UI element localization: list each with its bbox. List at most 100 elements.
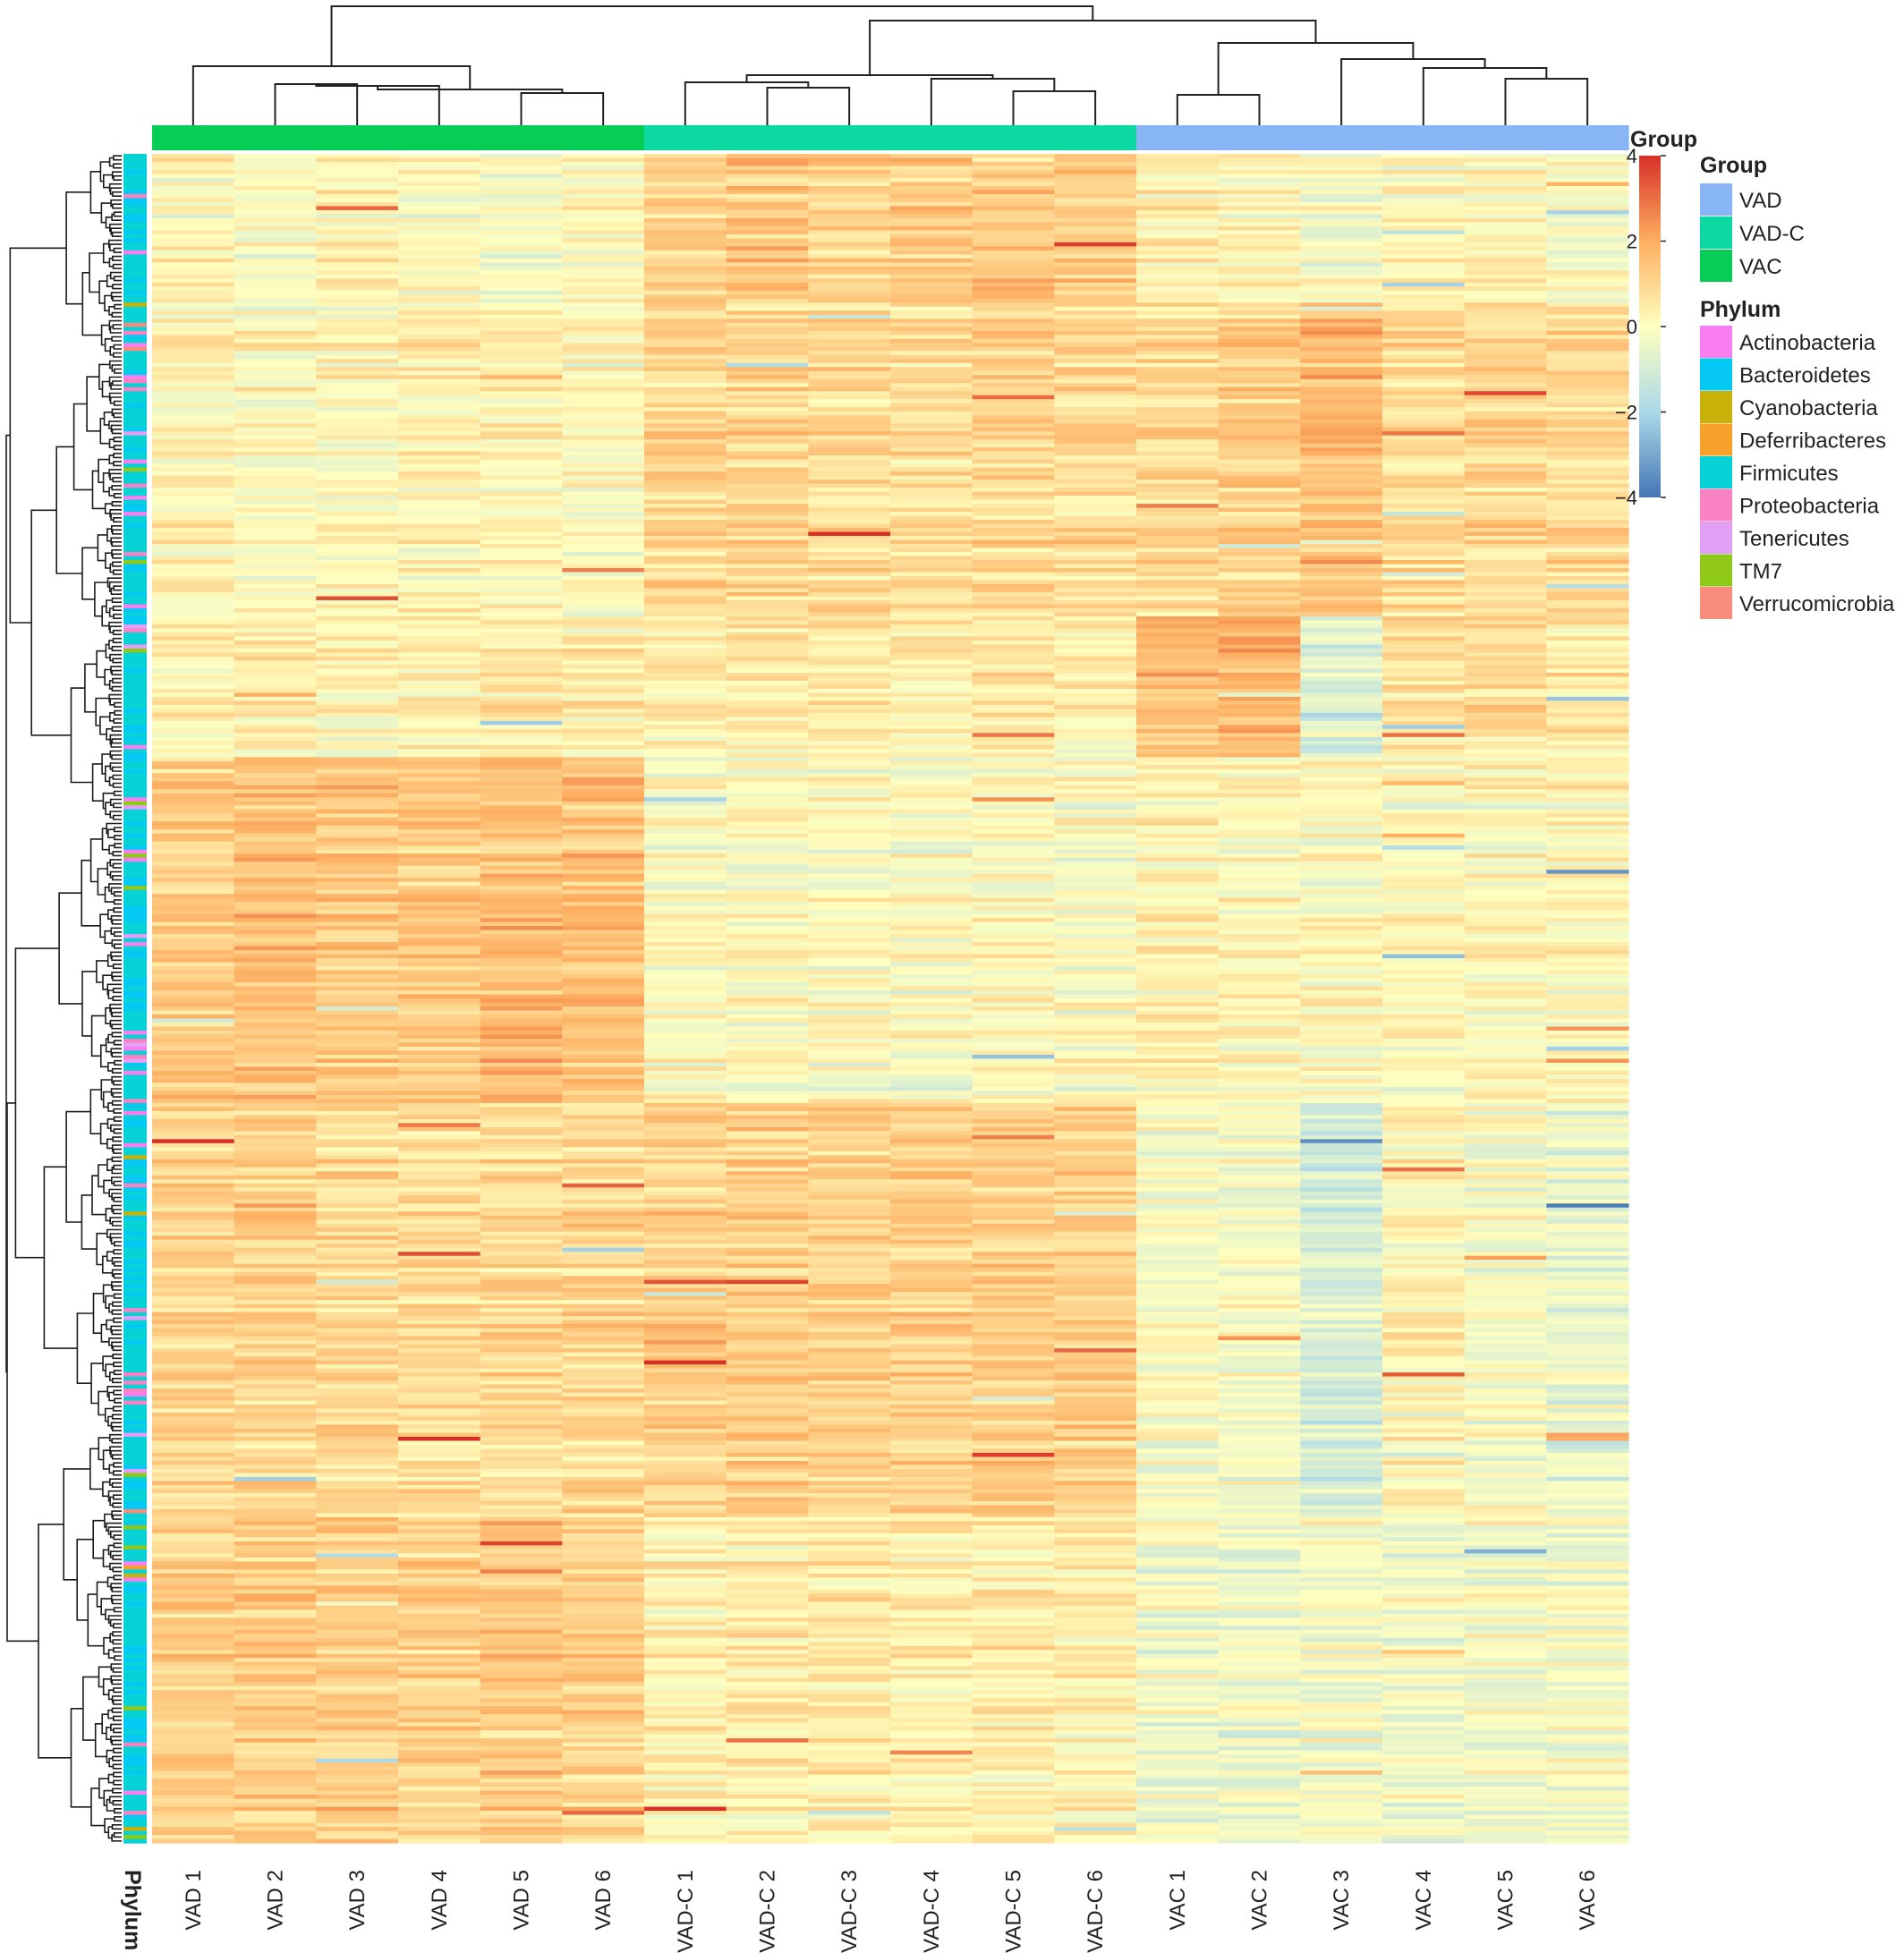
heatmap-cell [316,833,399,838]
heatmap-cell [1218,1002,1301,1007]
heatmap-cell [644,480,727,485]
heatmap-cell [1218,684,1301,690]
heatmap-cell [152,845,235,851]
heatmap-cell [562,845,645,851]
heatmap-cell [152,411,235,416]
heatmap-cell [1382,897,1466,903]
heatmap-cell [726,1022,809,1028]
heatmap-cell [1054,894,1137,899]
heatmap-cell [972,419,1055,424]
row-dendrogram-branch [112,988,122,994]
heatmap-cell [398,327,481,332]
heatmap-cell [972,849,1055,854]
heatmap-cell [808,572,891,577]
heatmap-cell [1382,913,1466,919]
heatmap-cell [1546,1010,1629,1015]
heatmap-cell [890,709,973,714]
heatmap-cell [1464,881,1547,887]
heatmap-cell [1382,254,1466,259]
phylum-annotation-cell [123,282,147,287]
heatmap-cell [726,596,809,601]
heatmap-cell [890,640,973,646]
heatmap-cell [1218,431,1301,437]
heatmap-cell [1300,1026,1383,1032]
phylum-annotation-cell [123,1058,147,1064]
heatmap-cell [316,234,399,239]
heatmap-cell [1464,206,1547,211]
heatmap-cell [234,841,317,846]
heatmap-cell [234,548,317,553]
heatmap-cell [398,568,481,573]
heatmap-cell [890,994,973,999]
heatmap-cell [1382,704,1466,709]
phylum-annotation-cell [123,1569,147,1575]
heatmap-cell [562,918,645,923]
heatmap-cell [972,773,1055,778]
heatmap-cell [234,696,317,701]
heatmap-cell [316,990,399,996]
heatmap-cell [562,934,645,939]
heatmap-cell [316,572,399,577]
heatmap-cell [1136,161,1220,167]
heatmap-cell [1546,954,1629,959]
heatmap-cell [398,934,481,939]
heatmap-cell [890,833,973,838]
heatmap-cell [480,411,563,416]
phylum-annotation-cell [123,1413,147,1418]
heatmap-cell [726,1046,809,1052]
heatmap-cell [972,978,1055,983]
heatmap-cell [808,225,891,232]
phylum-annotation-cell [123,556,147,561]
heatmap-cell [1136,552,1220,557]
phylum-annotation-cell [123,921,147,927]
heatmap-cell [1218,278,1301,284]
heatmap-cell [234,427,317,432]
heatmap-cell [808,938,891,943]
heatmap-cell [1382,910,1466,915]
heatmap-cell [890,286,973,292]
heatmap-cell [1218,294,1301,300]
heatmap-cell [480,1046,563,1052]
phylum-annotation-cell [123,548,147,553]
heatmap-cell [316,294,399,300]
heatmap-cell [1218,161,1301,167]
heatmap-cell [808,668,891,674]
heatmap-cell [808,209,891,216]
heatmap-cell [644,717,727,722]
heatmap-cell [1136,302,1220,308]
heatmap-cell [808,696,891,701]
heatmap-cell [1382,636,1466,641]
heatmap-cell [644,825,727,830]
heatmap-cell [1300,343,1383,348]
heatmap-cell [1300,781,1383,786]
phylum-annotation-cell [123,1746,147,1752]
heatmap-cell [1054,496,1137,501]
heatmap-cell [1546,330,1629,335]
heatmap-cell [316,616,399,622]
heatmap-cell [1382,902,1466,907]
heatmap-cell [1546,548,1629,553]
heatmap-cell [644,282,727,287]
heatmap-cell [1464,354,1547,360]
heatmap-cell [726,1006,809,1012]
heatmap-cell [398,604,481,609]
heatmap-cell [972,684,1055,690]
heatmap-cell [808,415,891,420]
heatmap-cell [1546,335,1629,340]
heatmap-cell [808,166,891,171]
heatmap-cell [1382,676,1466,682]
heatmap-cell [152,720,235,726]
heatmap-cell [234,471,317,477]
heatmap-cell [1382,768,1466,774]
row-dendrogram-branch [30,509,72,736]
heatmap-cell [644,217,727,224]
heatmap-cell [972,572,1055,577]
heatmap-cell [726,930,809,935]
heatmap-cell [890,905,973,911]
heatmap-cell [316,225,399,232]
heatmap-cell [562,1046,645,1052]
heatmap-cell [1300,640,1383,646]
heatmap-cell [1300,966,1383,972]
row-dendrogram-branch [5,434,11,1373]
heatmap-cell [1464,636,1547,641]
